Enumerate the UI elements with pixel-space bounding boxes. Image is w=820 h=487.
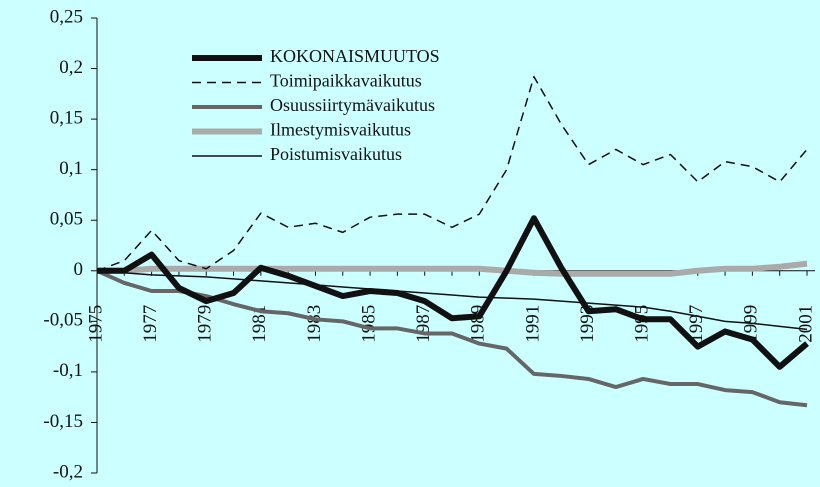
y-tick-label: -0,05: [43, 310, 83, 331]
x-tick-label: 1983: [304, 305, 325, 343]
x-tick-label: 1977: [140, 305, 161, 343]
y-tick-label: -0,15: [43, 411, 83, 432]
x-tick-label: 1997: [686, 305, 707, 343]
x-tick-label: 1987: [413, 305, 434, 343]
x-tick-label: 1993: [577, 305, 598, 343]
series-line: [96, 75, 808, 272]
legend-label: Osuussiirtymävaikutus: [270, 95, 435, 115]
y-tick-label: 0: [74, 259, 84, 280]
series-line: [97, 260, 808, 277]
x-tick-label: 1985: [358, 305, 379, 343]
x-tick-label: 2001: [795, 305, 816, 343]
legend-label: Toimipaikkavaikutus: [270, 71, 422, 91]
legend-label: Ilmestymisvaikutus: [270, 120, 411, 140]
series-line: [97, 215, 809, 370]
y-tick-label: 0,05: [50, 209, 83, 230]
y-tick-label: 0,15: [50, 107, 83, 128]
x-tick-label: 1975: [85, 305, 106, 343]
legend-label: Poistumisvaikutus: [270, 144, 402, 164]
legend-label: KOKONAISMUUTOS: [270, 46, 440, 66]
x-tick-label: 1991: [522, 305, 543, 343]
y-tick-label: -0,1: [53, 360, 83, 381]
y-tick-label: 0,2: [59, 57, 83, 78]
x-tick-label: 1979: [195, 305, 216, 343]
x-tick-label: 1995: [632, 305, 653, 343]
y-tick-label: 0,1: [59, 158, 83, 179]
series-line: [96, 270, 808, 331]
y-tick-label: -0,2: [53, 461, 83, 482]
y-tick-label: 0,25: [50, 6, 83, 27]
x-tick-label: 1981: [249, 305, 270, 343]
